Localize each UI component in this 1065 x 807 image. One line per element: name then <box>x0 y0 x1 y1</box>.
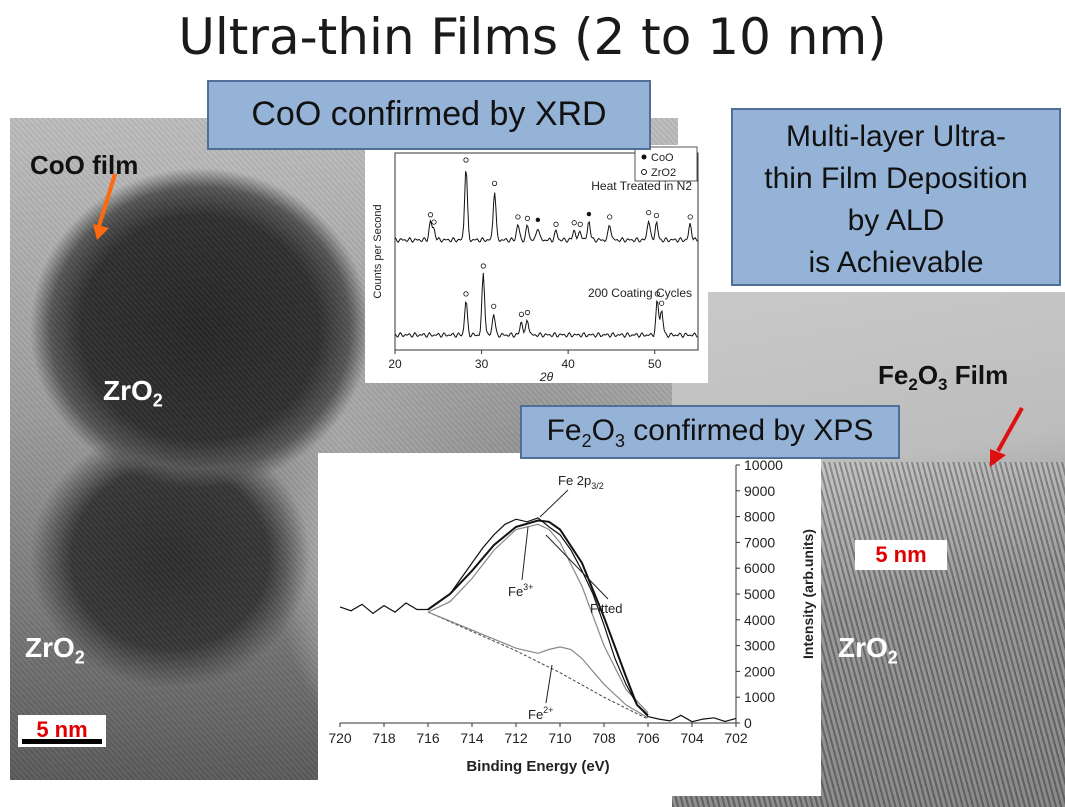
xrd-peak-marker-zro2 <box>480 263 486 269</box>
zro2-label-right: ZrO2 <box>838 632 898 668</box>
xrd-peak-marker-zro2 <box>463 291 469 297</box>
xps-x-tick-label: 706 <box>636 730 660 746</box>
fe2o3-film-label: Fe2O3 Film <box>878 360 1009 395</box>
xrd-peak-marker-zro2 <box>571 220 577 226</box>
xrd-peak-marker-zro2 <box>427 212 434 218</box>
xrd-x-tick-label: 30 <box>475 357 489 371</box>
xps-fe2-component-line <box>427 611 649 719</box>
xrd-peak-marker-zro2 <box>463 157 469 163</box>
callout-multilayer: Multi-layer Ultra- thin Film Deposition … <box>731 108 1061 286</box>
xrd-legend-label-coo: CoO <box>651 152 674 164</box>
callout-multilayer-line3: by ALD <box>847 204 945 237</box>
xps-annotation-fe2-pointer <box>545 664 553 704</box>
xrd-peak-marker-zro2 <box>518 311 524 317</box>
xrd-x-tick-label: 20 <box>388 357 402 371</box>
xrd-series-label: Heat Treated in N2 <box>591 179 692 193</box>
xps-x-tick-label: 718 <box>372 730 396 746</box>
xps-x-tick-label: 710 <box>548 730 572 746</box>
xps-x-tick-label: 716 <box>416 730 440 746</box>
xrd-peak-marker-zro2 <box>524 215 531 222</box>
xps-annotation-fe2p-pointer <box>539 489 569 518</box>
callout-xps: Fe2O3 confirmed by XPS <box>520 405 900 459</box>
xps-y-tick-label: 1000 <box>744 689 775 705</box>
xrd-peak-marker-coo <box>535 217 541 223</box>
xps-y-tick-label: 4000 <box>744 612 775 628</box>
xrd-peak-marker-zro2 <box>654 291 660 297</box>
xrd-legend-marker-coo <box>641 154 647 160</box>
xps-y-tick-label: 2000 <box>744 663 775 679</box>
xps-x-tick-label: 714 <box>460 730 484 746</box>
xrd-legend-marker-zro2 <box>641 169 647 175</box>
xps-y-tick-label: 7000 <box>744 534 775 550</box>
callout-xrd: CoO confirmed by XRD <box>207 80 651 150</box>
xps-annotation-fe3-pointer <box>521 526 529 581</box>
xps-y-tick-label: 9000 <box>744 483 775 499</box>
xrd-plot-frame <box>394 152 699 351</box>
xrd-x-tick-label: 50 <box>648 357 662 371</box>
scale-bar-right: 5 nm <box>855 540 947 570</box>
xrd-x-tick-label: 40 <box>561 357 575 371</box>
xps-annotation-fitted: Fitted <box>590 601 623 616</box>
xps-x-tick-label: 712 <box>504 730 528 746</box>
xrd-series-label: 200 Coating Cycles <box>588 286 692 300</box>
xps-fitted-line <box>427 519 649 717</box>
xrd-peak-marker-zro2 <box>687 214 693 220</box>
xrd-series-line <box>394 170 698 243</box>
xps-annotation-fe2p: Fe 2p3/2 <box>558 473 604 491</box>
xrd-peak-marker-zro2 <box>646 209 652 216</box>
xrd-peak-marker-zro2 <box>607 214 613 220</box>
xrd-y-axis-label: Counts per Second <box>372 204 384 298</box>
xrd-peak-marker-zro2 <box>431 219 437 225</box>
xps-y-tick-label: 6000 <box>744 560 775 576</box>
xrd-peak-marker-zro2 <box>653 212 660 219</box>
scale-bar-left: 5 nm <box>18 715 106 747</box>
xrd-peak-marker-zro2 <box>553 221 559 227</box>
fe2o3-film-arrow <box>990 407 1024 467</box>
xps-y-tick-label: 8000 <box>744 509 775 525</box>
xrd-peak-marker-coo <box>586 211 592 217</box>
coo-film-label: CoO film <box>30 150 139 180</box>
xps-x-tick-label: 704 <box>680 730 704 746</box>
xps-y-axis-label: Intensity (arb.units) <box>800 529 816 659</box>
xps-y-tick-label: 10000 <box>744 457 783 473</box>
zro2-label-core: ZrO2 <box>103 375 163 411</box>
xrd-peak-marker-zro2 <box>515 214 521 220</box>
xrd-peak-marker-zro2 <box>659 300 665 306</box>
xps-y-tick-label: 5000 <box>744 586 775 602</box>
xps-raw-line <box>339 517 737 723</box>
slide-title: Ultra-thin Films (2 to 10 nm) <box>178 8 887 66</box>
xps-annotation-fe3: Fe3+ <box>508 582 533 599</box>
xps-annotation-fitted-pointer <box>545 534 609 600</box>
xrd-legend-box <box>634 146 698 182</box>
callout-multilayer-line1: Multi-layer Ultra- <box>785 120 1007 153</box>
zro2-label-lower: ZrO2 <box>25 632 85 668</box>
callout-multilayer-line4: is Achievable <box>808 246 984 279</box>
xrd-peak-marker-zro2 <box>491 303 497 309</box>
xps-chart-panel: 720 718 716 714 712 710 708 706 704 702 0 1000 2000 3… <box>318 453 821 796</box>
xrd-chart-panel: 20 30 40 50 2θ Counts per Second CoO ZrO2 Heat T… <box>365 145 708 384</box>
xps-x-axis-label: Binding Energy (eV) <box>466 758 609 775</box>
xrd-peak-marker-zro2 <box>577 221 583 227</box>
xps-y-tick-label: 0 <box>744 715 752 731</box>
coo-film-arrow <box>93 173 117 240</box>
xps-annotation-fe2: Fe2+ <box>528 705 553 722</box>
xps-x-tick-label: 708 <box>592 730 616 746</box>
xps-baseline-line <box>427 611 649 720</box>
callout-multilayer-line2: thin Film Deposition <box>764 162 1028 195</box>
xrd-legend-label-zro2: ZrO2 <box>651 167 676 179</box>
xps-x-tick-label: 720 <box>328 730 352 746</box>
xrd-x-axis-label: 2θ <box>539 370 554 383</box>
xps-x-tick-label: 702 <box>724 730 748 746</box>
xrd-series-line <box>394 272 698 339</box>
xrd-peak-marker-zro2 <box>524 309 531 316</box>
xps-y-tick-label: 3000 <box>744 638 775 654</box>
xrd-peak-marker-zro2 <box>491 180 498 186</box>
xps-fe3-component-line <box>427 523 649 714</box>
